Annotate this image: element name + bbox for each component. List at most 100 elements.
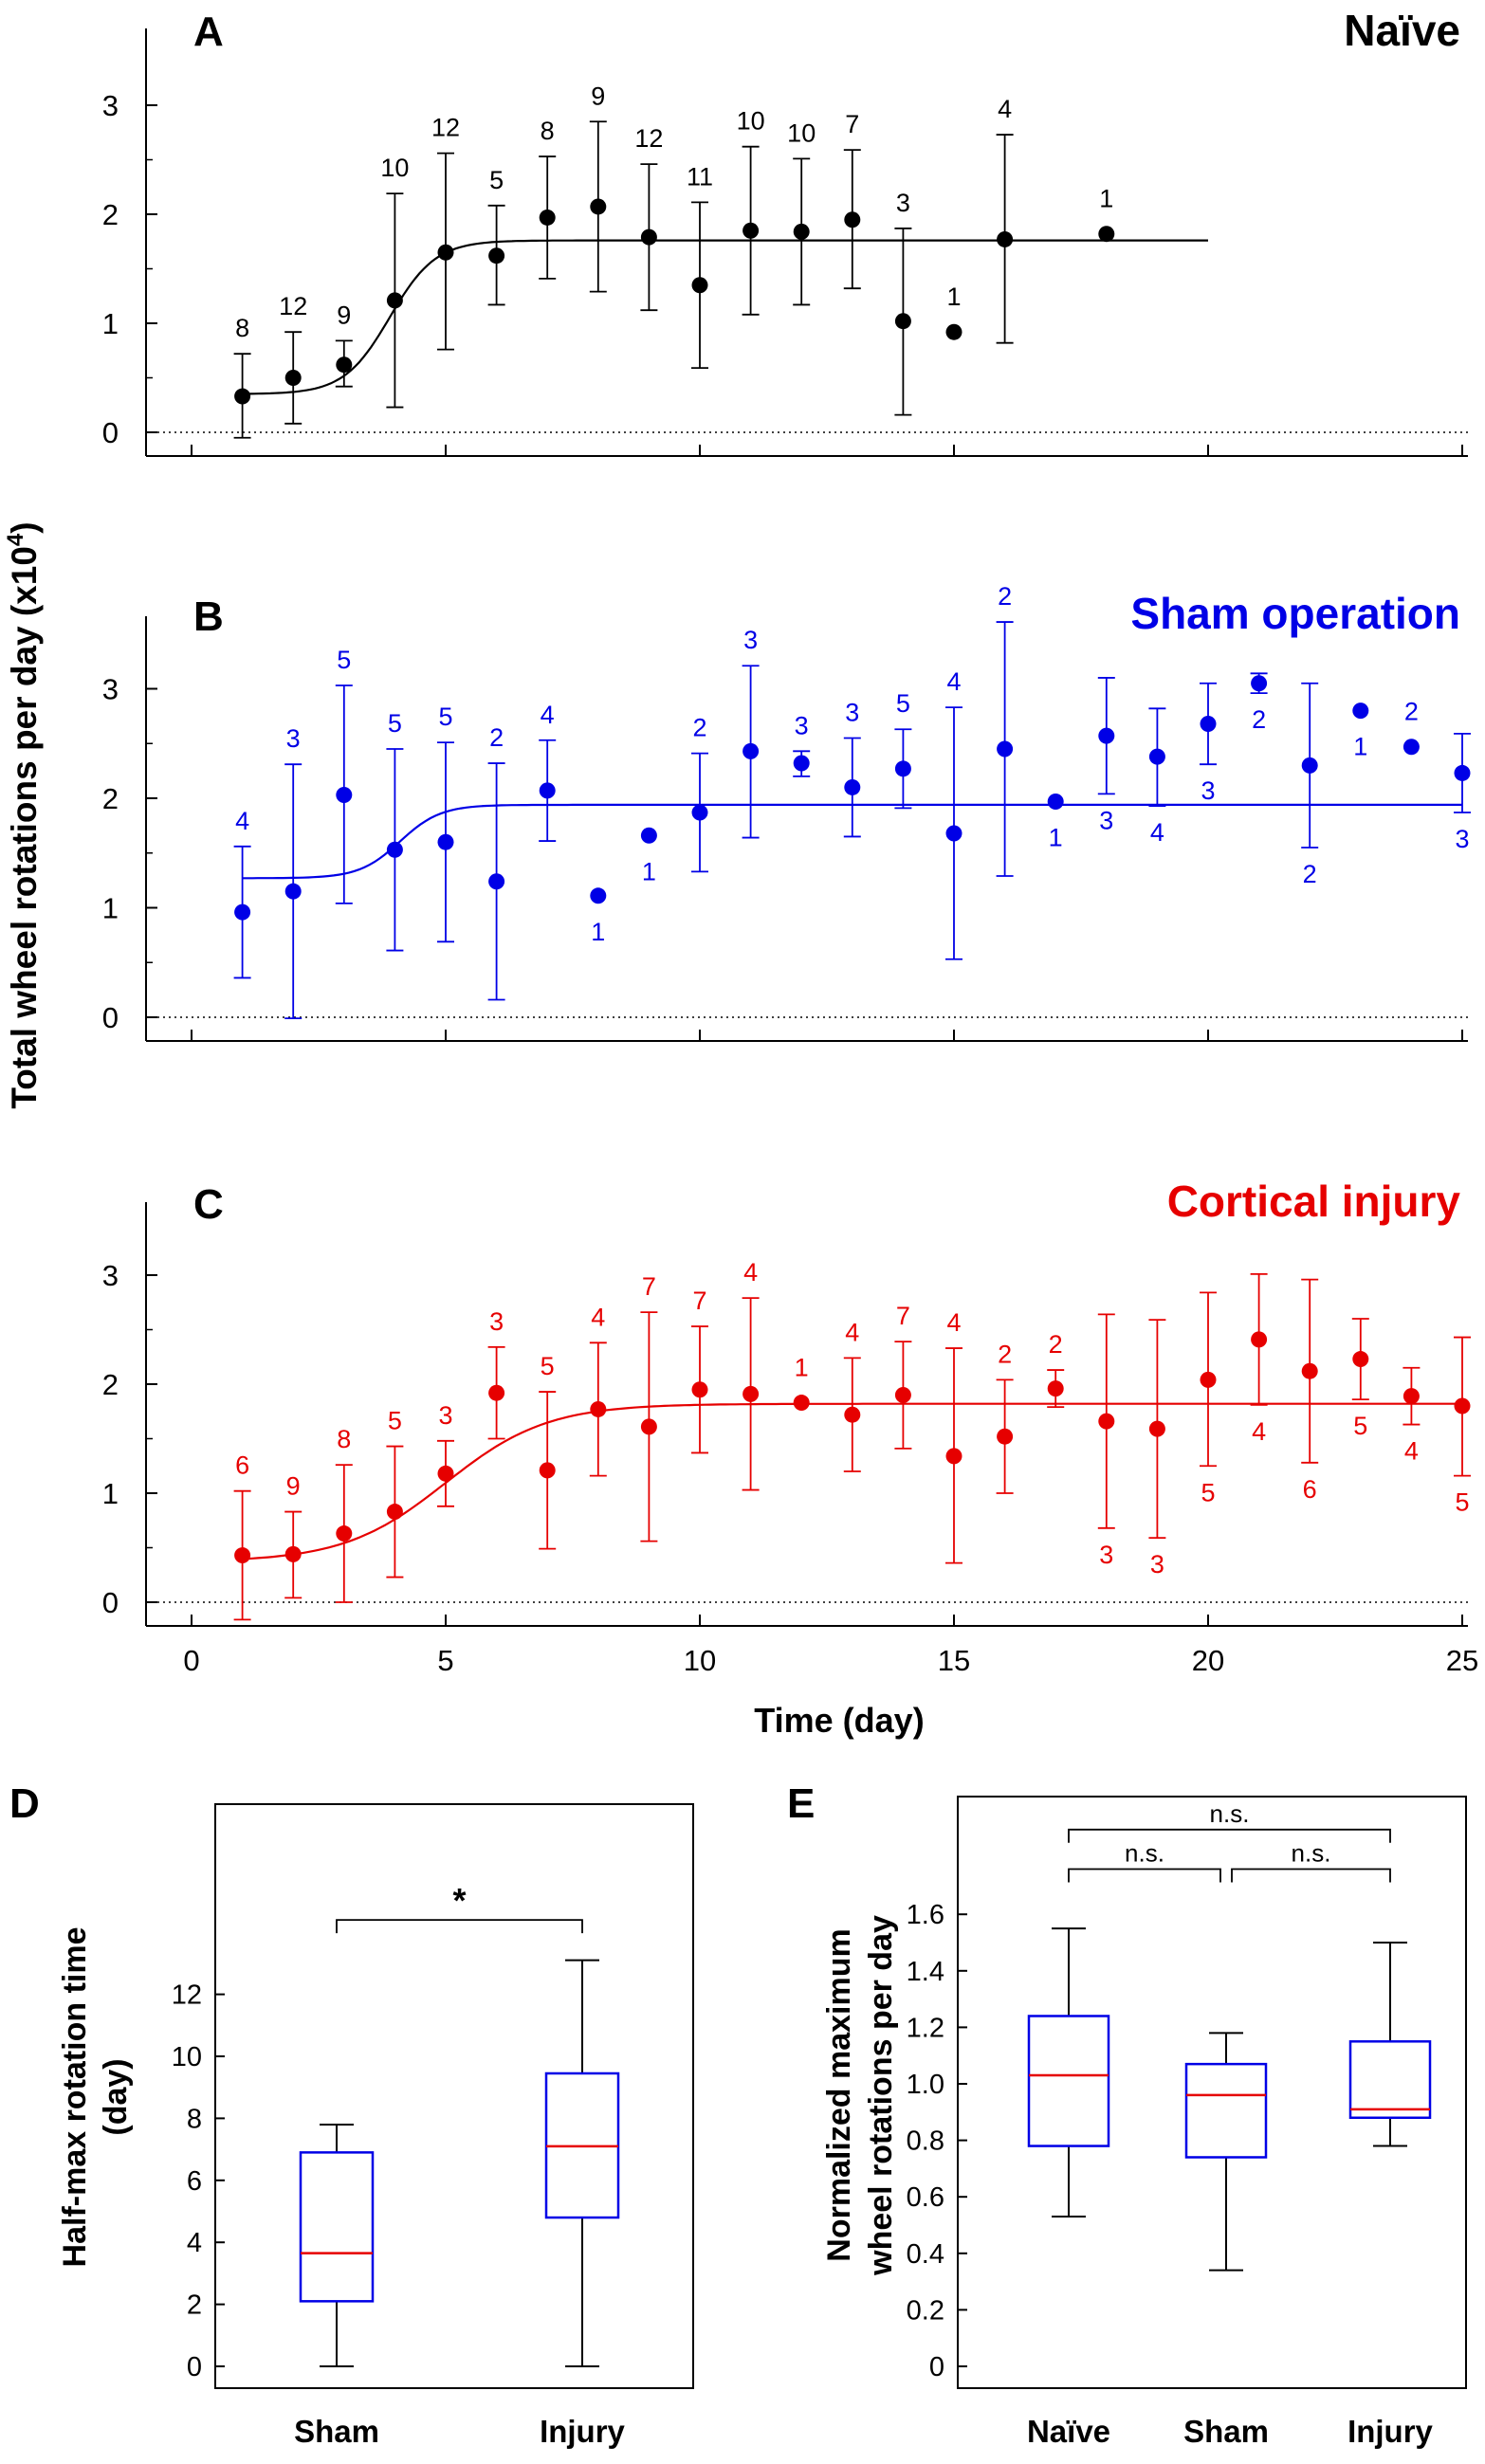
data-point	[640, 228, 657, 246]
sample-size-label: 4	[235, 807, 249, 835]
data-point	[386, 1504, 403, 1521]
sample-size-label: 3	[896, 189, 910, 217]
data-point	[997, 740, 1014, 757]
sample-size-label: 5	[1201, 1478, 1215, 1506]
data-point	[539, 209, 556, 226]
box-0	[299, 2123, 375, 2367]
data-point	[488, 247, 505, 265]
sample-size-label: 1	[642, 857, 656, 885]
y-tick-label: 3	[102, 1259, 119, 1292]
sample-size-label: 5	[489, 166, 504, 194]
y-tick-label: 0	[102, 1001, 119, 1034]
sample-size-label: 1	[1049, 823, 1063, 851]
data-point	[590, 198, 607, 215]
y-axis-label-line2: (day)	[98, 2058, 134, 2135]
panel-letter: C	[193, 1181, 224, 1228]
sample-size-label: 4	[1404, 1437, 1419, 1466]
data-point	[234, 1547, 251, 1564]
data-point	[1098, 727, 1115, 744]
sample-size-label: 5	[1455, 1488, 1469, 1517]
iqr-box	[1184, 2062, 1268, 2159]
y-tick-label: 0.8	[907, 2126, 944, 2157]
sample-size-label: 4	[946, 1308, 961, 1337]
y-tick-label: 1.0	[907, 2070, 944, 2100]
sample-size-label: 1	[795, 1354, 809, 1382]
data-point	[437, 244, 454, 261]
sample-size-label: 1	[591, 918, 605, 946]
sample-size-label: 12	[279, 292, 307, 320]
y-tick-label: 0	[102, 1586, 119, 1619]
y-tick-label: 2	[102, 198, 119, 231]
data-point	[336, 356, 353, 374]
data-point	[844, 211, 861, 228]
box-1	[1184, 2032, 1268, 2272]
sample-size-label: 4	[998, 95, 1012, 123]
data-point	[793, 1395, 810, 1412]
plot-frame	[214, 1803, 694, 2389]
sample-size-label: 3	[1150, 1550, 1164, 1579]
sample-size-label: 1	[946, 283, 961, 311]
sample-size-label: 4	[1150, 818, 1164, 847]
y-tick-label: 2	[187, 2291, 202, 2321]
panel-e-boxplot: E Normalized maximum wheel rotations per d…	[787, 1780, 1467, 2449]
category-label: Sham	[1183, 2414, 1269, 2449]
data-point	[590, 1400, 607, 1417]
data-point	[1301, 1362, 1318, 1379]
data-point	[488, 1384, 505, 1401]
sample-size-label: 11	[687, 162, 713, 191]
data-point	[1098, 226, 1115, 243]
data-point	[640, 827, 657, 844]
category-label: Injury	[1348, 2414, 1433, 2449]
sample-size-label: 9	[286, 1472, 301, 1501]
y-tick-label: 3	[102, 89, 119, 122]
sample-size-label: 3	[845, 698, 859, 726]
sample-size-label: 3	[1455, 825, 1469, 853]
sample-size-label: 8	[541, 117, 555, 145]
x-tick-label: 10	[684, 1644, 716, 1677]
sample-size-label: 5	[896, 689, 910, 718]
box-0	[1027, 1927, 1110, 2218]
data-point	[844, 1406, 861, 1423]
panel-b: 0 1 2 3 B Sham operation 4 3 5 5 5 2 4 1 1 2 3 3 3 5 4 2 1 3 4 3 2…	[102, 582, 1471, 1042]
panel-letter: A	[193, 9, 224, 55]
data-point	[844, 778, 861, 795]
box-2	[1348, 1942, 1432, 2147]
data-point	[894, 760, 911, 777]
sample-size-label: 4	[1252, 1417, 1266, 1446]
data-point	[539, 1462, 556, 1479]
y-tick-label: 0.2	[907, 2295, 944, 2326]
x-tick-label: 0	[183, 1644, 199, 1677]
y-tick-label: 0	[102, 416, 119, 449]
sample-size-label: 2	[1404, 698, 1419, 726]
sample-size-label: 3	[743, 626, 758, 654]
data-point	[1454, 1397, 1471, 1415]
data-point	[590, 887, 607, 904]
data-point	[640, 1418, 657, 1435]
sample-size-label: 12	[634, 124, 663, 153]
data-point	[1148, 748, 1165, 765]
sample-size-label: 5	[541, 1352, 555, 1380]
iqr-box	[299, 2151, 375, 2303]
sample-size-label: 3	[438, 1401, 452, 1430]
sample-size-label: 6	[1303, 1475, 1317, 1504]
data-point	[1047, 793, 1064, 810]
y-tick-label: 1.6	[907, 1900, 944, 1930]
y-tick-label: 0.4	[907, 2239, 944, 2270]
data-point	[997, 1428, 1014, 1445]
iqr-box	[1027, 2015, 1110, 2147]
data-point	[1251, 1331, 1268, 1348]
data-point	[945, 825, 962, 842]
data-point	[1352, 1351, 1369, 1368]
data-point	[1200, 1371, 1217, 1388]
sample-size-label: 2	[998, 582, 1012, 611]
data-point	[1301, 757, 1318, 774]
y-axis-label-line2: wheel rotations per day	[863, 1915, 899, 2276]
y-tick-label: 1	[102, 307, 119, 340]
sample-size-label: 4	[591, 1303, 605, 1331]
data-point	[1098, 1413, 1115, 1430]
y-tick-label: 1	[102, 1477, 119, 1510]
panel-title: Sham operation	[1130, 589, 1460, 638]
sample-size-label: 5	[388, 709, 402, 738]
y-tick-label: 2	[102, 782, 119, 815]
